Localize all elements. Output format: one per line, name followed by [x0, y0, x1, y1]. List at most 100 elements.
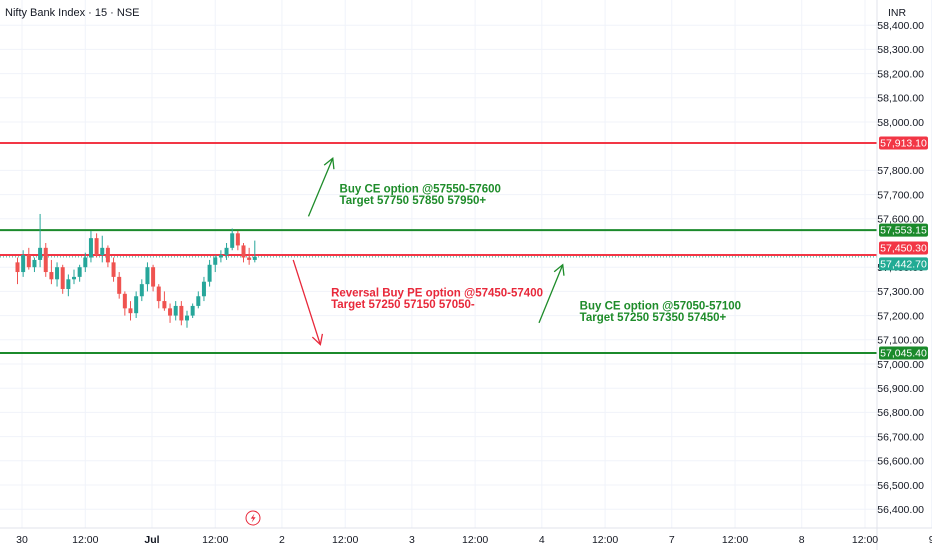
x-tick-label: 2 [279, 534, 285, 546]
candle-body [21, 255, 26, 273]
candle-body [145, 267, 150, 285]
trade-note-line: Target 57250 57350 57450+ [580, 312, 727, 324]
y-tick-label: 56,500.00 [877, 480, 924, 492]
y-tick-label: 56,400.00 [877, 504, 924, 516]
candle-body [55, 267, 60, 280]
candle-body [94, 238, 99, 256]
candle-body [218, 255, 223, 258]
candle-body [122, 293, 127, 309]
x-tick-label: 7 [669, 534, 675, 546]
candle-body [43, 247, 48, 273]
candle-body [60, 267, 65, 289]
candle-body [179, 305, 184, 321]
x-tick-label: Jul [144, 534, 159, 546]
price-tag [879, 241, 928, 255]
candle-body [230, 233, 235, 248]
arrow-shaft [538, 264, 564, 324]
candle-body [100, 247, 105, 256]
price-tag [879, 346, 928, 360]
arrow-head [311, 333, 324, 346]
y-tick-label: 56,700.00 [877, 431, 924, 443]
candle-body [32, 259, 37, 268]
arrow-head [323, 157, 335, 170]
x-tick-label: 12:00 [852, 534, 878, 546]
y-tick-label: 58,000.00 [877, 117, 924, 129]
candle-body [88, 238, 93, 258]
x-tick-label: 8 [799, 534, 805, 546]
candle-body [162, 301, 167, 309]
y-tick-label: 57,000.00 [877, 359, 924, 371]
x-tick-label: 9 [929, 534, 932, 546]
candle-body [235, 233, 240, 246]
x-tick-label: 3 [409, 534, 415, 546]
trade-note-line: Buy CE option @57550-57600 [340, 184, 501, 196]
price-tag-label: 57,450.30 [880, 243, 927, 255]
price-tag-label: 57,553.15 [880, 225, 927, 237]
y-tick-label: 58,400.00 [877, 20, 924, 32]
candle-body [117, 276, 122, 294]
candle-body [105, 247, 110, 263]
candle-body [49, 272, 54, 280]
candle-body [83, 257, 88, 268]
price-axis[interactable]: 58,400.00 58,300.00 58,200.00 58,100.00 58,0… [877, 20, 924, 516]
price-tag-label: 57,045.40 [880, 348, 927, 360]
arrow-shaft [307, 158, 334, 217]
price-tag [879, 223, 928, 237]
trade-note-line: Reversal Buy PE option @57450-57400 [331, 287, 543, 299]
price-tag [879, 257, 928, 271]
candle-body [173, 305, 178, 316]
price-tag-label: 57,442.70 [880, 258, 927, 270]
trade-note-line: Target 57250 57150 57050- [331, 299, 475, 311]
y-tick-label: 58,200.00 [877, 68, 924, 80]
time-axis[interactable]: 30 12:00 Jul 12:00 2 12:00 3 12:00 4 12:00 7 12:00 8… [16, 534, 932, 546]
candle-body [128, 308, 133, 314]
candle-body [26, 255, 31, 268]
y-tick-label: 57,600.00 [877, 214, 924, 226]
y-tick-label: 56,900.00 [877, 383, 924, 395]
y-tick-label: 58,100.00 [877, 93, 924, 105]
x-tick-label: 12:00 [722, 534, 748, 546]
trade-note-line: Buy CE option @57050-57100 [580, 300, 741, 312]
arrow-head [553, 263, 565, 276]
candle-body [134, 296, 139, 314]
candle-body [66, 279, 71, 289]
candle-body [72, 276, 76, 280]
candle-body [77, 267, 82, 277]
arrow-shaft [292, 259, 321, 345]
price-tag-label: 57,913.10 [880, 138, 927, 150]
currency-label[interactable]: INR [888, 7, 907, 19]
x-tick-label: 4 [539, 534, 545, 546]
trend-arrows[interactable] [292, 157, 565, 346]
x-tick-label: 30 [16, 534, 28, 546]
y-tick-label: 58,300.00 [877, 44, 924, 56]
candle-body [213, 257, 218, 265]
x-tick-label: 12:00 [202, 534, 228, 546]
candle-body [247, 257, 252, 260]
candle-body [190, 305, 195, 316]
y-tick-label: 57,700.00 [877, 189, 924, 201]
candle-body [224, 247, 229, 256]
candle-body [151, 267, 156, 287]
price-tag [879, 136, 928, 150]
candle-body [168, 308, 173, 316]
x-tick-label: 12:00 [332, 534, 358, 546]
lightning-icon[interactable] [245, 510, 261, 526]
y-tick-label: 57,300.00 [877, 286, 924, 298]
candle-body [252, 256, 257, 260]
x-tick-label: 12:00 [462, 534, 488, 546]
chart-title: Nifty Bank Index · 15 · NSE [5, 7, 140, 19]
horizontal-levels[interactable] [0, 142, 877, 355]
y-tick-label: 57,100.00 [877, 335, 924, 347]
candle-body [241, 245, 246, 258]
y-tick-label: 56,600.00 [877, 456, 924, 468]
candle-body [156, 286, 161, 302]
grid [0, 0, 932, 528]
trade-note-line: Target 57750 57850 57950+ [340, 195, 487, 207]
y-tick-label: 56,800.00 [877, 407, 924, 419]
candle-body [38, 247, 43, 260]
x-tick-label: 12:00 [592, 534, 618, 546]
price-tags: 57,913.10 57,553.15 57,450.30 57,442.70 57,0… [879, 136, 928, 360]
candle-body [139, 284, 144, 297]
